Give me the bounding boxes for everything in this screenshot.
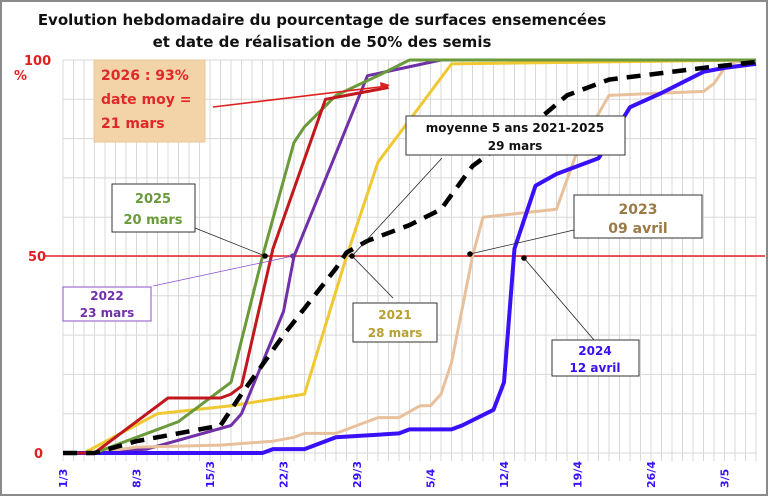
x-tick-label: 15/3 bbox=[204, 461, 217, 488]
x-tick-label: 29/3 bbox=[351, 461, 364, 488]
annotation-2023-year: 2023 bbox=[619, 202, 658, 218]
marker-2022 bbox=[290, 253, 296, 259]
chart-title-line2: et date de réalisation de 50% des semis bbox=[153, 33, 492, 51]
series-line-2021 bbox=[63, 58, 757, 455]
marker-2021-moyenne bbox=[349, 253, 355, 259]
x-tick-label: 12/4 bbox=[498, 461, 511, 488]
x-tick-label: 22/3 bbox=[278, 461, 291, 488]
x-tick-label: 3/5 bbox=[719, 469, 732, 488]
annotation-2023-date: 09 avril bbox=[608, 221, 667, 237]
annotation-2024: 2024 12 avril bbox=[551, 339, 640, 377]
leader-2024 bbox=[523, 257, 595, 341]
series-line-2022 bbox=[94, 58, 756, 455]
x-tick-label: 19/4 bbox=[572, 461, 585, 488]
series-line-2025 bbox=[93, 58, 756, 455]
x-axis-ticks: 1/3 8/3 15/3 22/3 29/3 5/4 12/4 19/4 26/4 3/5 bbox=[57, 461, 732, 488]
annotation-2022: 2022 23 mars bbox=[62, 286, 152, 322]
marker-2023 bbox=[467, 251, 473, 257]
annotation-2021: 2021 28 mars bbox=[352, 302, 438, 343]
annotation-2024-date: 12 avril bbox=[570, 361, 621, 375]
annotation-2025-date: 20 mars bbox=[123, 213, 182, 228]
y-tick-100: 100 bbox=[24, 54, 51, 69]
annotation-2023: 2023 09 avril bbox=[573, 194, 703, 239]
y-unit: % bbox=[14, 69, 27, 84]
annotation-2024-year: 2024 bbox=[578, 344, 611, 358]
arrow-2026 bbox=[212, 85, 389, 108]
annotation-2021-date: 28 mars bbox=[368, 326, 423, 340]
y-tick-50: 50 bbox=[28, 250, 46, 265]
chart-title-line1: Evolution hebdomadaire du pourcentage de… bbox=[38, 11, 606, 29]
y-tick-0: 0 bbox=[34, 447, 43, 462]
annotation-2026-line2: date moy = bbox=[101, 92, 191, 108]
x-tick-label: 8/3 bbox=[131, 469, 144, 488]
marker-2025 bbox=[262, 253, 268, 259]
annotation-moyenne-title: moyenne 5 ans 2021-2025 bbox=[426, 121, 604, 135]
leader-2021 bbox=[351, 255, 394, 299]
leader-moyenne bbox=[351, 157, 443, 257]
series-line-2023 bbox=[63, 58, 757, 455]
leader-2025 bbox=[194, 227, 266, 257]
series-line-2024 bbox=[63, 61, 757, 455]
marker-2024 bbox=[521, 255, 527, 261]
series-line-moyenne-5-ans-2021-2025 bbox=[63, 59, 757, 456]
annotation-2026-line1: 2026 : 93% bbox=[101, 68, 189, 84]
annotation-2022-date: 23 mars bbox=[80, 306, 135, 320]
annotation-2025-year: 2025 bbox=[135, 192, 171, 207]
x-tick-label: 1/3 bbox=[57, 469, 70, 488]
series-lines bbox=[63, 58, 757, 456]
annotation-2026-line3: 21 mars bbox=[101, 116, 165, 132]
leader-2023 bbox=[469, 229, 575, 255]
annotation-moyenne-date: 29 mars bbox=[488, 139, 543, 153]
annotation-2021-year: 2021 bbox=[378, 308, 411, 322]
leader-2022 bbox=[152, 255, 294, 287]
annotation-2026: 2026 : 93% date moy = 21 mars bbox=[93, 59, 206, 143]
annotation-moyenne: moyenne 5 ans 2021-2025 29 mars bbox=[405, 115, 626, 156]
series-line-2026 bbox=[63, 86, 389, 455]
arrow-head-2026-icon bbox=[380, 82, 390, 90]
x-tick-label: 5/4 bbox=[425, 468, 438, 488]
x-tick-label: 26/4 bbox=[645, 461, 658, 488]
annotation-2022-year: 2022 bbox=[90, 289, 123, 303]
annotation-2025: 2025 20 mars bbox=[111, 183, 196, 233]
